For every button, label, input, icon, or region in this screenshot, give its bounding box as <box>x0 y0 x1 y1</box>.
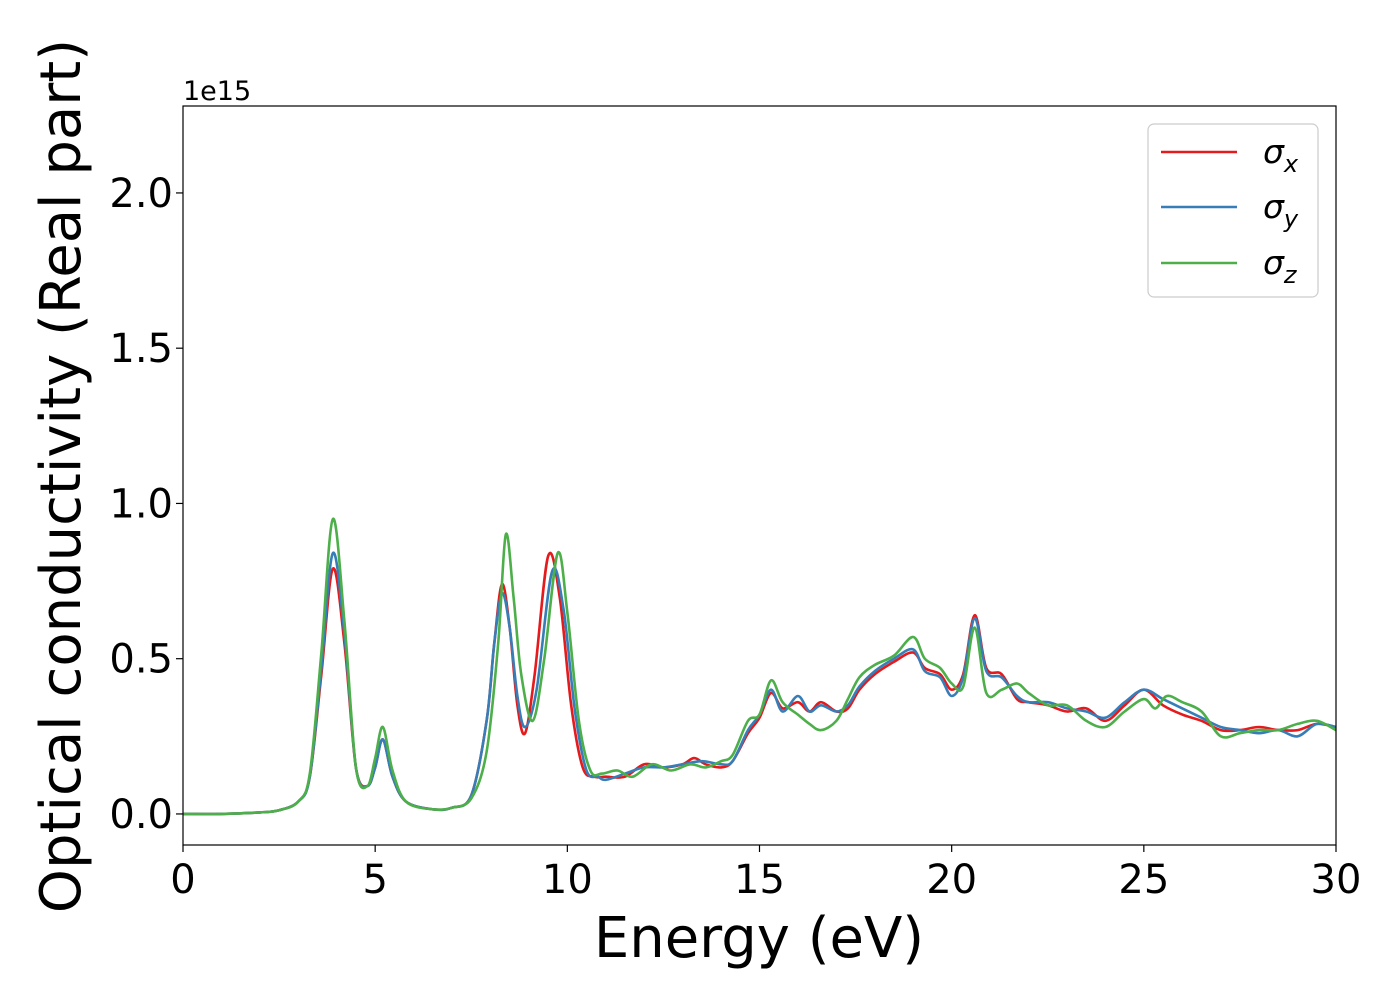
y-offset-label: 1e15 <box>183 76 251 107</box>
y-tick-label: 2.0 <box>109 171 173 217</box>
series-layer <box>183 517 1336 816</box>
series-line-z <box>183 517 1336 816</box>
x-tick-label: 15 <box>734 857 785 903</box>
x-axis-ticks: 0 5 10 15 20 25 30 <box>170 845 1361 903</box>
series-line-y <box>183 551 1336 816</box>
x-tick-label: 5 <box>362 857 387 903</box>
legend-entries: σx σy σz <box>1161 132 1299 289</box>
x-axis-label: Energy (eV) <box>594 906 924 971</box>
y-tick-label: 0.5 <box>109 637 173 683</box>
y-tick-label: 1.5 <box>109 326 173 372</box>
legend-box <box>1147 123 1319 298</box>
y-tick-label: 1.0 <box>109 481 173 527</box>
legend: σx σy σz <box>1147 123 1319 298</box>
x-tick-label: 30 <box>1311 857 1362 903</box>
y-axis-label: Optical conductivity (Real part) <box>29 39 94 913</box>
legend-label-x: σx <box>1263 132 1299 178</box>
y-axis-ticks: 0.0 0.5 1.0 1.5 2.0 <box>109 171 183 838</box>
y-tick-label: 0.0 <box>109 792 173 838</box>
x-tick-label: 0 <box>170 857 195 903</box>
x-tick-label: 10 <box>542 857 593 903</box>
legend-label-y: σy <box>1263 187 1299 233</box>
x-tick-label: 20 <box>926 857 977 903</box>
x-tick-label: 25 <box>1118 857 1169 903</box>
legend-label-z: σz <box>1263 243 1298 289</box>
